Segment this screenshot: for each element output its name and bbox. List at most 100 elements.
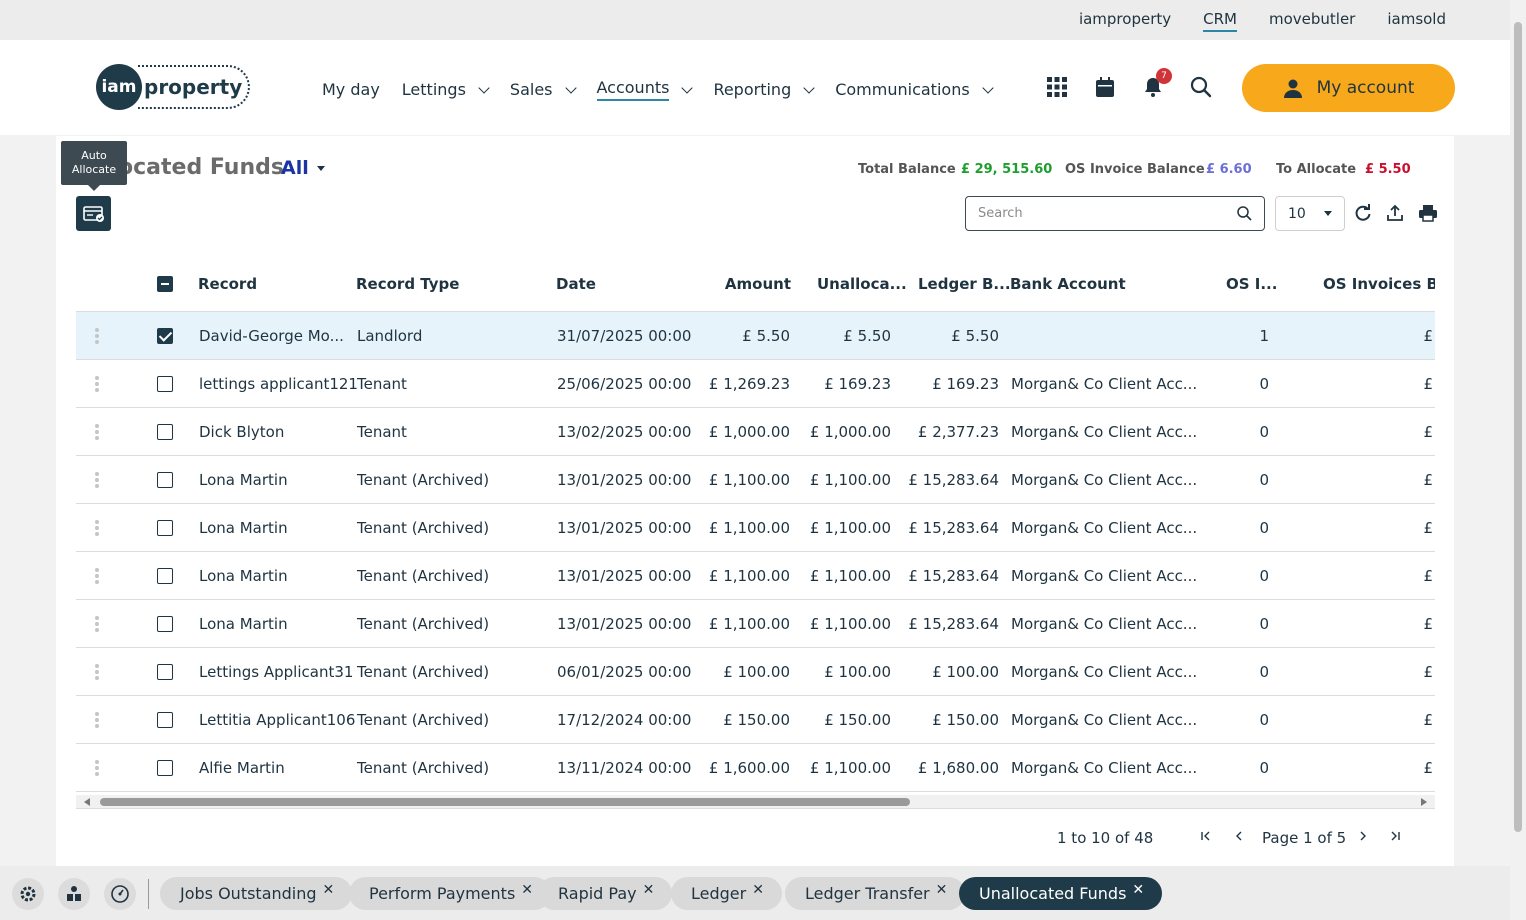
col-header-os-invoices[interactable]: OS I...	[1226, 275, 1278, 293]
col-header-amount[interactable]: Amount	[724, 275, 791, 293]
cell-unallocated: £ 1,000.00	[809, 423, 891, 441]
cell-ledger-balance: £ 15,283.64	[908, 567, 999, 585]
table-horizontal-scrollbar[interactable]	[76, 795, 1435, 809]
site-link-iamproperty[interactable]: iamproperty	[1078, 10, 1172, 28]
row-drag-handle-icon[interactable]	[95, 568, 99, 584]
close-icon[interactable]: ✕	[752, 881, 764, 898]
table-row[interactable]: Lettings Applicant31 Tenant (Archived) 06/…	[76, 648, 1435, 696]
row-checkbox[interactable]	[157, 760, 173, 776]
table-row[interactable]: Lona Martin Tenant (Archived) 13/01/2025 0…	[76, 456, 1435, 504]
table-row[interactable]: David-George Mo... Landlord 31/07/2025 00:…	[76, 312, 1435, 360]
col-header-record-type[interactable]: Record Type	[356, 275, 460, 293]
row-drag-handle-icon[interactable]	[95, 424, 99, 440]
scroll-left-icon[interactable]	[84, 798, 90, 806]
record-filter-dropdown[interactable]: All	[281, 157, 325, 179]
table-row[interactable]: lettings applicant121 Tenant 25/06/2025 00…	[76, 360, 1435, 408]
search-placeholder: Search	[978, 206, 1023, 221]
row-checkbox[interactable]	[157, 328, 173, 344]
table-row[interactable]: Lettitia Applicant106 Tenant (Archived) 17…	[76, 696, 1435, 744]
team-icon[interactable]	[58, 878, 90, 910]
close-icon[interactable]: ✕	[642, 881, 655, 898]
tab-ledger-transfer[interactable]: Ledger Transfer ✕	[785, 877, 966, 910]
col-header-ledger-balance[interactable]: Ledger B...	[918, 275, 1011, 293]
row-checkbox[interactable]	[157, 520, 173, 536]
settings-icon[interactable]	[12, 878, 44, 910]
col-header-unallocated[interactable]: Unalloca...	[817, 275, 907, 293]
refresh-icon[interactable]	[1354, 204, 1372, 222]
site-link-iamsold[interactable]: iamsold	[1387, 10, 1446, 28]
chevron-down-icon	[478, 81, 490, 94]
apps-grid-icon[interactable]	[1046, 76, 1068, 98]
close-icon[interactable]: ✕	[1132, 881, 1145, 898]
calendar-icon[interactable]	[1094, 76, 1116, 98]
next-page-icon[interactable]	[1356, 829, 1370, 847]
cell-bank-account: Morgan& Co Client Acc...	[1011, 519, 1198, 537]
row-drag-handle-icon[interactable]	[95, 376, 99, 392]
nav-my-day[interactable]: My day	[322, 78, 380, 101]
row-checkbox[interactable]	[157, 568, 173, 584]
nav-sales[interactable]: Sales	[510, 78, 577, 101]
bell-icon[interactable]: 7	[1142, 68, 1172, 98]
col-header-date[interactable]: Date	[556, 275, 596, 293]
row-drag-handle-icon[interactable]	[95, 664, 99, 680]
tab-ledger[interactable]: Ledger ✕	[671, 877, 782, 910]
first-page-icon[interactable]	[1199, 829, 1213, 847]
print-icon[interactable]	[1418, 204, 1438, 222]
row-drag-handle-icon[interactable]	[95, 472, 99, 488]
site-link-crm[interactable]: CRM	[1203, 10, 1237, 32]
row-checkbox[interactable]	[157, 616, 173, 632]
page-scrollbar-thumb[interactable]	[1514, 22, 1522, 832]
table-row[interactable]: Lona Martin Tenant (Archived) 13/01/2025 0…	[76, 552, 1435, 600]
row-checkbox[interactable]	[157, 664, 173, 680]
search-icon[interactable]	[1190, 76, 1212, 98]
nav-lettings[interactable]: Lettings	[402, 78, 490, 101]
table-row[interactable]: Alfie Martin Tenant (Archived) 13/11/2024 …	[76, 744, 1435, 792]
my-account-button[interactable]: My account	[1242, 64, 1455, 112]
dashboard-icon[interactable]	[104, 878, 136, 910]
row-checkbox[interactable]	[157, 472, 173, 488]
nav-communications[interactable]: Communications	[835, 78, 994, 101]
last-page-icon[interactable]	[1388, 829, 1402, 847]
row-drag-handle-icon[interactable]	[95, 616, 99, 632]
table-row[interactable]: Lona Martin Tenant (Archived) 13/01/2025 0…	[76, 600, 1435, 648]
nav-reporting[interactable]: Reporting	[713, 78, 815, 101]
row-drag-handle-icon[interactable]	[95, 520, 99, 536]
tab-jobs-outstanding[interactable]: Jobs Outstanding ✕	[160, 877, 353, 910]
col-header-os-invoices-balance[interactable]: OS Invoices Bal	[1323, 275, 1435, 293]
select-all-checkbox[interactable]	[157, 276, 173, 292]
search-input[interactable]: Search	[965, 196, 1265, 231]
prev-page-icon[interactable]	[1232, 829, 1246, 847]
row-drag-handle-icon[interactable]	[95, 712, 99, 728]
caret-down-icon	[1324, 211, 1332, 216]
page-size-select[interactable]: 10	[1275, 196, 1345, 231]
tab-unallocated-funds[interactable]: Unallocated Funds ✕	[959, 877, 1163, 910]
row-checkbox[interactable]	[157, 712, 173, 728]
row-drag-handle-icon[interactable]	[95, 328, 99, 344]
auto-allocate-icon	[82, 205, 104, 222]
page-indicator: Page 1 of 5	[1262, 829, 1347, 847]
iamproperty-logo[interactable]: iam property	[96, 64, 251, 110]
row-drag-handle-icon[interactable]	[95, 760, 99, 776]
row-checkbox[interactable]	[157, 424, 173, 440]
col-header-record[interactable]: Record	[198, 275, 258, 293]
col-header-bank-account[interactable]: Bank Account	[1010, 275, 1126, 293]
scroll-right-icon[interactable]	[1421, 798, 1427, 806]
tab-perform-payments[interactable]: Perform Payments ✕	[349, 877, 552, 910]
cell-os-invoices: 0	[1259, 759, 1269, 777]
auto-allocate-button[interactable]	[76, 196, 111, 231]
cell-amount: £ 1,100.00	[708, 471, 790, 489]
export-icon[interactable]	[1386, 204, 1404, 222]
table-header-row: Record Record Type Date Amount Unalloca.…	[76, 260, 1435, 312]
row-checkbox[interactable]	[157, 376, 173, 392]
site-link-movebutler[interactable]: movebutler	[1268, 10, 1356, 28]
close-icon[interactable]: ✕	[521, 881, 534, 898]
table-row[interactable]: Dick Blyton Tenant 13/02/2025 00:00 £ 1,000…	[76, 408, 1435, 456]
close-icon[interactable]: ✕	[322, 881, 335, 898]
table-row[interactable]: Lona Martin Tenant (Archived) 13/01/2025 0…	[76, 504, 1435, 552]
tab-rapid-pay[interactable]: Rapid Pay ✕	[538, 877, 673, 910]
header-icons: 7	[1046, 68, 1212, 98]
nav-accounts[interactable]: Accounts	[596, 78, 694, 101]
table-scrollbar-thumb[interactable]	[100, 798, 910, 806]
close-icon[interactable]: ✕	[935, 881, 948, 898]
page-scrollbar[interactable]	[1510, 0, 1526, 920]
